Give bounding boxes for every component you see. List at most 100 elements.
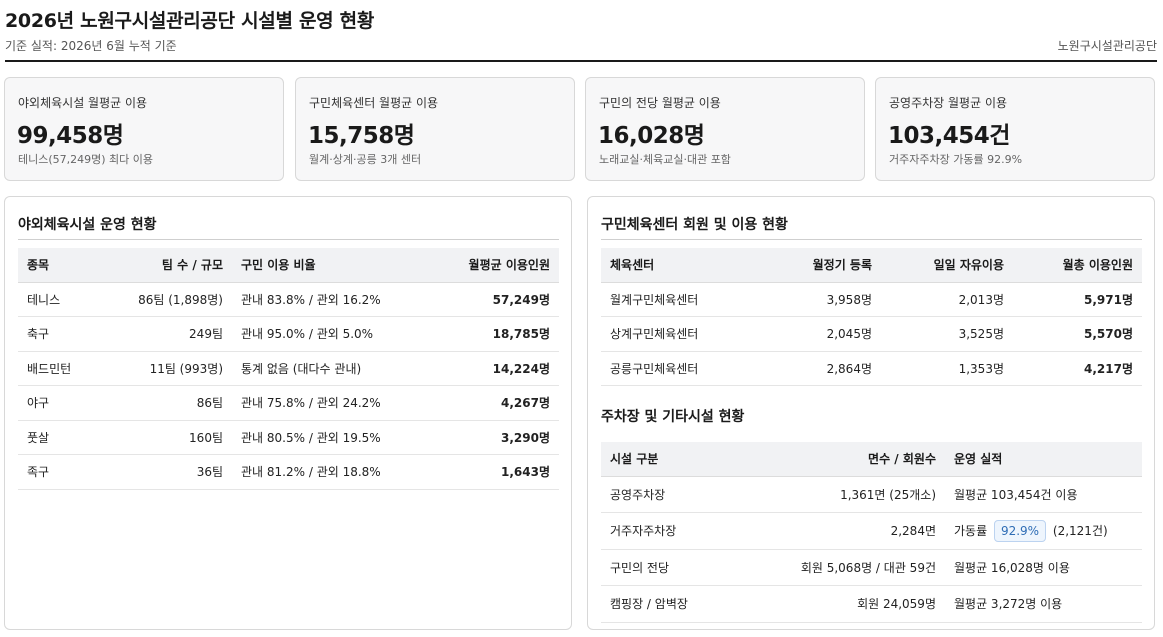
monthly-total-users: 5,971명 [1013,282,1142,317]
sports-center-table: 체육센터 월정기 등록 일일 자유이용 월총 이용인원 월계구민체육센터 3,9… [601,248,1142,386]
table-row: 월계구민체육센터 3,958명 2,013명 5,971명 [601,282,1142,317]
monthly-users: 4,267명 [418,385,559,421]
kpi-label: 야외체육시설 월평균 이용 [18,96,148,110]
kpi-card-centers: 구민체육센터 월평균 이용 15,758명 월계·상계·공릉 3개 센터 [295,77,575,181]
divider [601,239,1142,240]
centers-and-parking-panel: 구민체육센터 회원 및 이용 현황 체육센터 월정기 등록 일일 자유이용 월총… [587,196,1155,630]
team-count: 160팀 [108,420,232,455]
column-header: 면수 / 회원수 [761,442,945,477]
center-name: 공릉구민체육센터 [601,351,761,386]
resident-ratio: 관내 75.8% / 관외 24.2% [232,385,418,421]
facility-name: 거주자주차장 [601,512,761,550]
page-header: 2026년 노원구시설관리공단 시설별 운영 현황 기준 실적: 2026년 6… [5,4,1157,62]
facility-count: 회원 24,059명 [761,585,945,623]
table-row: 풋살 160팀 관내 80.5% / 관외 19.5% 3,290명 [18,420,559,455]
center-name: 월계구민체육센터 [601,282,761,317]
team-count: 249팀 [108,316,232,352]
kpi-card-outdoor: 야외체육시설 월평균 이용 99,458명 테니스(57,249명) 최다 이용 [4,77,284,181]
facility-result: 가동률 92.9% (2,121건) [945,512,1142,550]
resident-ratio: 관내 80.5% / 관외 19.5% [232,420,418,455]
facility-count: 회원 5,068명 / 대관 59건 [761,549,945,586]
sport-name: 축구 [18,316,108,352]
sport-name: 테니스 [18,282,108,317]
panel-title: 구민체육센터 회원 및 이용 현황 [601,217,788,233]
daily-free-use: 1,353명 [881,351,1013,386]
table-header-row: 종목 팀 수 / 규모 구민 이용 비율 월평균 이용인원 [18,248,559,283]
table-header-row: 체육센터 월정기 등록 일일 자유이용 월총 이용인원 [601,248,1142,283]
facility-name: 구민의 전당 [601,549,761,586]
sport-name: 족구 [18,454,108,490]
column-header: 종목 [18,248,108,283]
table-row: 야구 86팀 관내 75.8% / 관외 24.2% 4,267명 [18,385,559,421]
kpi-card-parking: 공영주차장 월평균 이용 103,454건 거주자주차장 가동률 92.9% [875,77,1155,181]
kpi-value: 15,758명 [308,123,415,149]
sport-name: 야구 [18,385,108,421]
column-header: 체육센터 [601,248,761,283]
column-header: 월정기 등록 [761,248,881,283]
table-header-row: 시설 구분 면수 / 회원수 운영 실적 [601,442,1142,477]
facility-name: 캠핑장 / 암벽장 [601,585,761,623]
sport-name: 풋살 [18,420,108,455]
kpi-note: 월계·상계·공릉 3개 센터 [309,153,422,166]
column-header: 팀 수 / 규모 [108,248,232,283]
monthly-users: 1,643명 [418,454,559,490]
section-title: 주차장 및 기타시설 현황 [601,409,745,425]
page-subtitle: 기준 실적: 2026년 6월 누적 기준 [5,39,177,53]
divider [18,239,559,240]
monthly-registered: 2,045명 [761,316,881,352]
utilization-badge: 92.9% [993,519,1047,542]
monthly-registered: 3,958명 [761,282,881,317]
facility-result: 월평균 3,272명 이용 [945,585,1142,623]
table-row: 족구 36팀 관내 81.2% / 관외 18.8% 1,643명 [18,454,559,490]
column-header: 운영 실적 [945,442,1142,477]
facility-count: 1,361면 (25개소) [761,476,945,513]
daily-free-use: 3,525명 [881,316,1013,352]
daily-free-use: 2,013명 [881,282,1013,317]
monthly-users: 57,249명 [418,282,559,317]
team-count: 86팀 (1,898명) [108,282,232,317]
kpi-note: 테니스(57,249명) 최다 이용 [18,153,154,166]
kpi-label: 구민의 전당 월평균 이용 [599,96,721,110]
table-row: 구민의 전당 회원 5,068명 / 대관 59건 월평균 16,028명 이용 [601,549,1142,586]
table-row: 상계구민체육센터 2,045명 3,525명 5,570명 [601,316,1142,352]
organization-name: 노원구시설관리공단 [1057,39,1157,53]
kpi-note: 노래교실·체육교실·대관 포함 [599,153,731,166]
monthly-users: 18,785명 [418,316,559,352]
resident-ratio: 통계 없음 (대다수 관내) [232,351,418,386]
page-title: 2026년 노원구시설관리공단 시설별 운영 현황 [5,10,375,32]
monthly-registered: 2,864명 [761,351,881,386]
team-count: 36팀 [108,454,232,490]
kpi-card-hall: 구민의 전당 월평균 이용 16,028명 노래교실·체육교실·대관 포함 [585,77,865,181]
kpi-value: 103,454건 [888,123,1010,149]
resident-ratio: 관내 83.8% / 관외 16.2% [232,282,418,317]
kpi-note: 거주자주차장 가동률 92.9% [889,153,1023,166]
team-count: 86팀 [108,385,232,421]
table-row: 공영주차장 1,361면 (25개소) 월평균 103,454건 이용 [601,476,1142,513]
panel-title: 야외체육시설 운영 현황 [18,217,157,233]
table-row: 거주자주차장 2,284면 가동률 92.9% (2,121건) [601,512,1142,550]
table-row: 축구 249팀 관내 95.0% / 관외 5.0% 18,785명 [18,316,559,352]
resident-ratio: 관내 95.0% / 관외 5.0% [232,316,418,352]
column-header: 월총 이용인원 [1013,248,1142,283]
facility-count: 2,284면 [761,512,945,550]
parking-facilities-table: 시설 구분 면수 / 회원수 운영 실적 공영주차장 1,361면 (25개소)… [601,442,1142,623]
monthly-users: 3,290명 [418,420,559,455]
outdoor-facilities-table: 종목 팀 수 / 규모 구민 이용 비율 월평균 이용인원 테니스 86팀 (1… [18,248,559,490]
monthly-total-users: 4,217명 [1013,351,1142,386]
table-row: 테니스 86팀 (1,898명) 관내 83.8% / 관외 16.2% 57,… [18,282,559,317]
column-header: 시설 구분 [601,442,761,477]
kpi-label: 공영주차장 월평균 이용 [889,96,1008,110]
utilization-label: 가동률 [954,523,988,538]
kpi-value: 99,458명 [17,123,124,149]
monthly-total-users: 5,570명 [1013,316,1142,352]
kpi-label: 구민체육센터 월평균 이용 [309,96,439,110]
resident-ratio: 관내 81.2% / 관외 18.8% [232,454,418,490]
table-row: 공릉구민체육센터 2,864명 1,353명 4,217명 [601,351,1142,386]
column-header: 월평균 이용인원 [418,248,559,283]
facility-name: 공영주차장 [601,476,761,513]
table-row: 캠핑장 / 암벽장 회원 24,059명 월평균 3,272명 이용 [601,585,1142,623]
column-header: 구민 이용 비율 [232,248,418,283]
facility-result: 월평균 103,454건 이용 [945,476,1142,513]
monthly-users: 14,224명 [418,351,559,386]
center-name: 상계구민체육센터 [601,316,761,352]
